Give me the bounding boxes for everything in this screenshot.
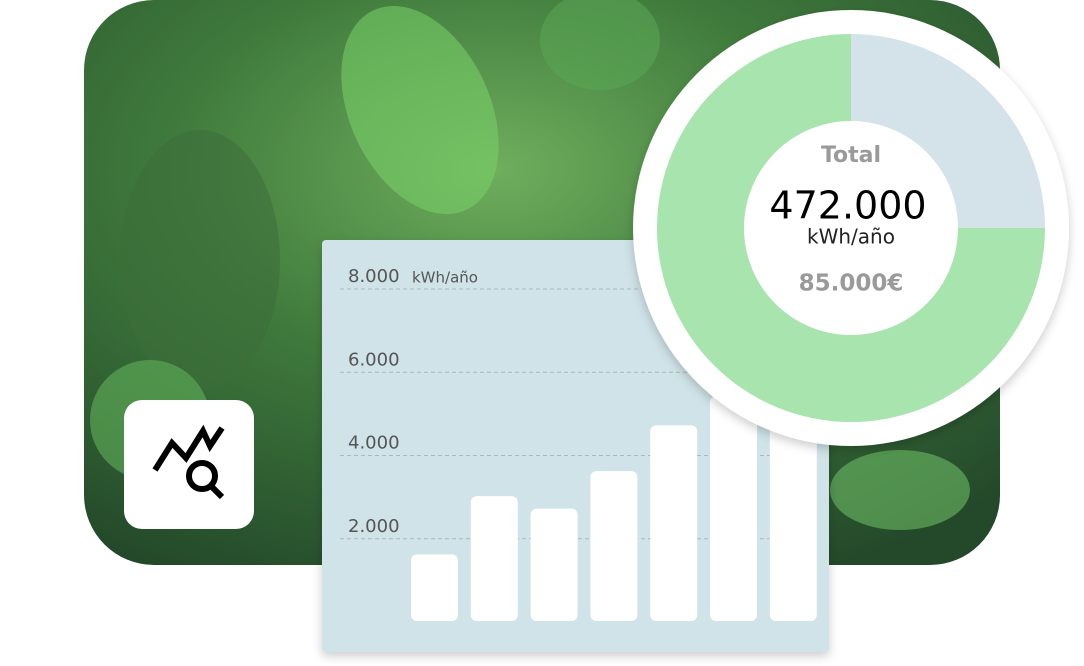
bar (590, 471, 638, 621)
bar (650, 425, 698, 621)
analysis-icon (152, 424, 225, 500)
center-note: 85.000€ (799, 271, 904, 297)
bar (710, 396, 757, 621)
bar (411, 554, 458, 621)
y-tick-label: 6.000 (348, 349, 400, 370)
center-unit: kWh/año (807, 225, 895, 249)
y-unit-label: kWh/año (412, 269, 478, 287)
donut-hole (744, 121, 958, 335)
y-tick-label: 8.000 (348, 266, 400, 287)
bar (470, 496, 518, 621)
center-label: Total (821, 143, 881, 168)
center-value: 472.000 (769, 184, 926, 228)
analysis-icon-tile (124, 400, 254, 529)
bar (530, 508, 578, 621)
leaves (90, 0, 970, 530)
y-tick-label: 4.000 (348, 433, 400, 454)
y-tick-label: 2.000 (348, 516, 400, 537)
